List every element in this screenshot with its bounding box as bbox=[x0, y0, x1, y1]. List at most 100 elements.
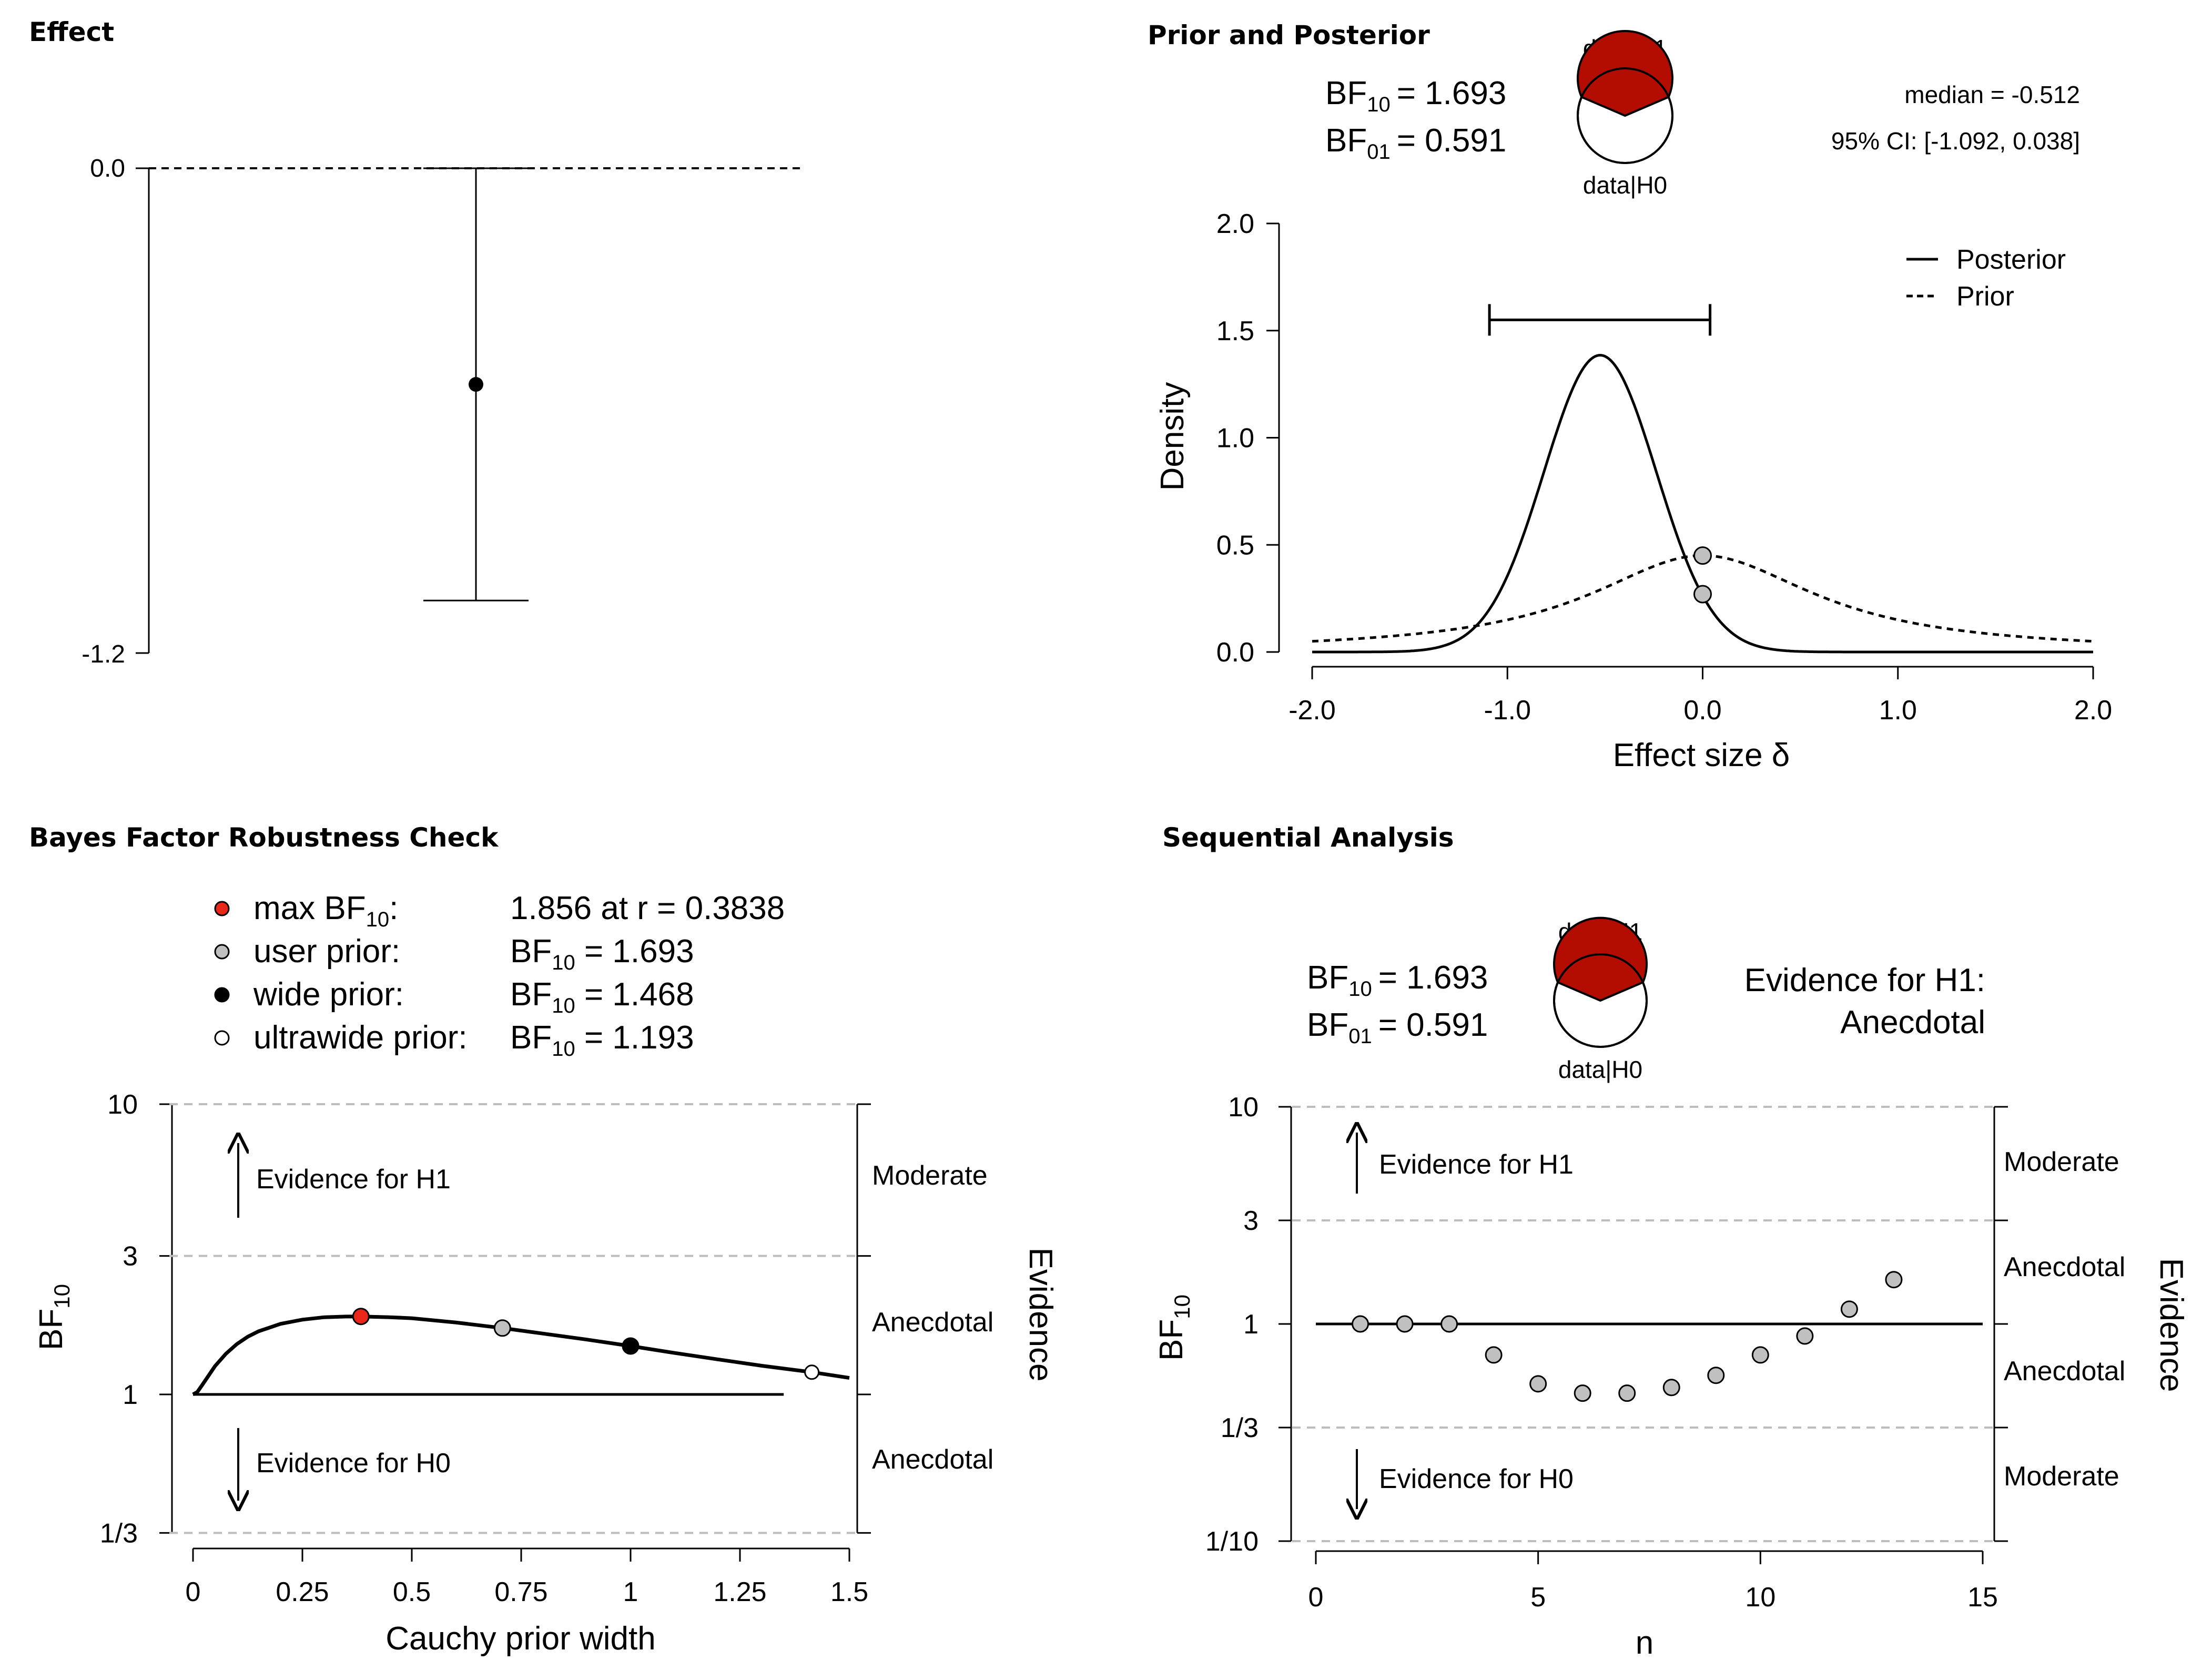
pp-y-axis: 0.0 0.5 1.0 1.5 2.0 bbox=[1216, 209, 1280, 668]
pp-bf10: BF10 = 1.693 bbox=[1325, 75, 1506, 116]
seq-point bbox=[1618, 1384, 1636, 1402]
rob-evidence-axis-label: Evidence bbox=[1022, 1247, 1059, 1381]
seq-points bbox=[1352, 1271, 1903, 1402]
legend-prior-label: Prior bbox=[1956, 281, 2014, 312]
effect-title: Effect bbox=[29, 17, 114, 47]
seq-point bbox=[1485, 1346, 1503, 1364]
pp-x-tick-label: 2.0 bbox=[2074, 695, 2112, 726]
pp-bf01: BF01 = 0.591 bbox=[1325, 123, 1506, 164]
effect-panel: Effect 0.0 -1.2 bbox=[29, 17, 805, 668]
rob-x-tick-label: 1.25 bbox=[713, 1577, 766, 1607]
pp-x-tick-label: 0.0 bbox=[1683, 695, 1721, 726]
seq-point bbox=[1396, 1315, 1414, 1333]
sequential-panel: Sequential Analysis BF10 = 1.693 BF01 = 0.… bbox=[1153, 822, 2189, 1661]
rob-x-tick-label: 0 bbox=[186, 1577, 201, 1607]
pp-title: Prior and Posterior bbox=[1148, 20, 1430, 50]
seq-evidence-label-1: Anecdotal bbox=[2004, 1252, 2125, 1282]
rob-legend-label-user: user prior: bbox=[253, 933, 400, 970]
rob-legend-label-ultrawide: ultrawide prior: bbox=[253, 1020, 468, 1056]
seq-y-tick-label: 1/10 bbox=[1205, 1526, 1259, 1557]
seq-point bbox=[1840, 1300, 1858, 1318]
seq-point bbox=[1529, 1375, 1547, 1393]
rob-arrow-down-label: Evidence for H0 bbox=[256, 1448, 451, 1479]
pp-pie-chart bbox=[1577, 30, 1673, 164]
pie-h1-slice bbox=[1553, 916, 1648, 1002]
rob-legend-marker-ultrawide bbox=[214, 1030, 230, 1046]
density-at-zero-point bbox=[1693, 585, 1712, 604]
seq-bf01: BF01 = 0.591 bbox=[1307, 1007, 1488, 1048]
pie-outline bbox=[1577, 67, 1673, 164]
seq-point bbox=[1574, 1384, 1591, 1402]
rob-legend-value-ultrawide: BF10 = 1.193 bbox=[510, 1020, 694, 1061]
rob-x-tick-label: 0.5 bbox=[393, 1577, 431, 1607]
pp-y-tick-label: 0.5 bbox=[1216, 530, 1254, 561]
seq-point bbox=[1751, 1346, 1769, 1364]
pp-y-label: Density bbox=[1154, 382, 1191, 491]
seq-evidence-value: Anecdotal bbox=[1840, 1004, 1985, 1041]
seq-pie-chart bbox=[1553, 916, 1648, 1048]
seq-title: Sequential Analysis bbox=[1162, 822, 1454, 853]
seq-point bbox=[1885, 1271, 1903, 1289]
rob-arrow-up-label: Evidence for H1 bbox=[256, 1164, 451, 1195]
pp-x-axis: -2.0 -1.0 0.0 1.0 2.0 bbox=[1288, 666, 2112, 726]
rob-evidence-label-2: Anecdotal bbox=[872, 1444, 993, 1475]
rob-marker bbox=[352, 1308, 370, 1326]
seq-evidence-label-3: Moderate bbox=[2004, 1461, 2119, 1492]
pp-x-label: Effect size δ bbox=[1613, 737, 1790, 773]
seq-y-tick-label: 1 bbox=[1243, 1309, 1259, 1340]
effect-y-label-1: -1.2 bbox=[82, 640, 125, 668]
seq-axes: 10 3 1 1/3 1/10 0 5 10 15 bbox=[1205, 1092, 2008, 1613]
seq-bf10: BF10 = 1.693 bbox=[1307, 960, 1488, 1001]
seq-y-tick-label: 10 bbox=[1228, 1092, 1259, 1123]
rob-evidence-label-1: Anecdotal bbox=[872, 1307, 993, 1338]
seq-evidence-label-2: Anecdotal bbox=[2004, 1356, 2125, 1387]
pp-y-tick-label: 1.5 bbox=[1216, 316, 1254, 347]
pie-h1-slice bbox=[1577, 30, 1673, 117]
seq-x-tick-label: 15 bbox=[1967, 1582, 1998, 1613]
seq-point bbox=[1440, 1315, 1458, 1333]
rob-evidence-label-0: Moderate bbox=[872, 1160, 988, 1191]
rob-legend-marker-user bbox=[214, 944, 230, 960]
seq-x-tick-label: 10 bbox=[1745, 1582, 1775, 1613]
seq-y-tick-label: 3 bbox=[1243, 1206, 1259, 1236]
rob-x-tick-label: 0.25 bbox=[276, 1577, 329, 1607]
seq-point bbox=[1352, 1315, 1369, 1333]
seq-evidence-title: Evidence for H1: bbox=[1744, 962, 1985, 998]
seq-point bbox=[1662, 1379, 1680, 1397]
seq-x-tick-label: 5 bbox=[1530, 1582, 1546, 1613]
seq-y-label: BF10 bbox=[1153, 1295, 1194, 1361]
pp-x-tick-label: -2.0 bbox=[1288, 695, 1336, 726]
rob-marker bbox=[622, 1337, 640, 1355]
pp-x-tick-label: 1.0 bbox=[1879, 695, 1917, 726]
pp-x-tick-label: -1.0 bbox=[1484, 695, 1531, 726]
rob-legend-marker-wide bbox=[214, 987, 230, 1003]
density-at-zero-point bbox=[1693, 546, 1712, 565]
pp-median: median = -0.512 bbox=[1904, 81, 2080, 108]
rob-bf-curve bbox=[192, 1314, 850, 1397]
effect-y-label-0: 0.0 bbox=[90, 155, 125, 182]
pp-y-tick-label: 2.0 bbox=[1216, 209, 1254, 239]
rob-y-tick-label: 1/3 bbox=[100, 1518, 138, 1548]
seq-point bbox=[1796, 1327, 1814, 1345]
pp-zero-points bbox=[1693, 546, 1712, 604]
pie-outline bbox=[1553, 953, 1648, 1048]
rob-y-tick-label: 1 bbox=[123, 1380, 138, 1410]
prior-posterior-panel: Prior and Posterior BF10 = 1.693 BF01 = 0.… bbox=[1148, 20, 2112, 773]
seq-y-tick-label: 1/3 bbox=[1221, 1413, 1259, 1443]
rob-marker bbox=[493, 1319, 511, 1337]
pp-y-tick-label: 0.0 bbox=[1216, 637, 1254, 668]
rob-legend-label-wide: wide prior: bbox=[253, 976, 404, 1013]
robustness-panel: Bayes Factor Robustness Check max BF10: … bbox=[29, 822, 1059, 1657]
rob-marker bbox=[804, 1364, 820, 1380]
rob-legend-label-max: max BF10: bbox=[253, 890, 398, 931]
seq-arrow-down-label: Evidence for H0 bbox=[1379, 1464, 1574, 1494]
rob-legend-value-max: 1.856 at r = 0.3838 bbox=[510, 890, 785, 926]
rob-axes: 10 3 1 1/3 0 0.25 0.5 0.75 1 1.25 1.5 bbox=[100, 1089, 871, 1607]
pp-ci: 95% CI: [-1.092, 0.038] bbox=[1831, 127, 2080, 155]
seq-evidence-label-0: Moderate bbox=[2004, 1147, 2119, 1177]
seq-evidence-axis-label: Evidence bbox=[2153, 1258, 2189, 1392]
rob-y-label: BF10 bbox=[33, 1284, 74, 1350]
seq-pie-bottom-label: data|H0 bbox=[1558, 1056, 1642, 1083]
rob-markers bbox=[352, 1308, 820, 1380]
rob-x-tick-label: 1 bbox=[623, 1577, 638, 1607]
